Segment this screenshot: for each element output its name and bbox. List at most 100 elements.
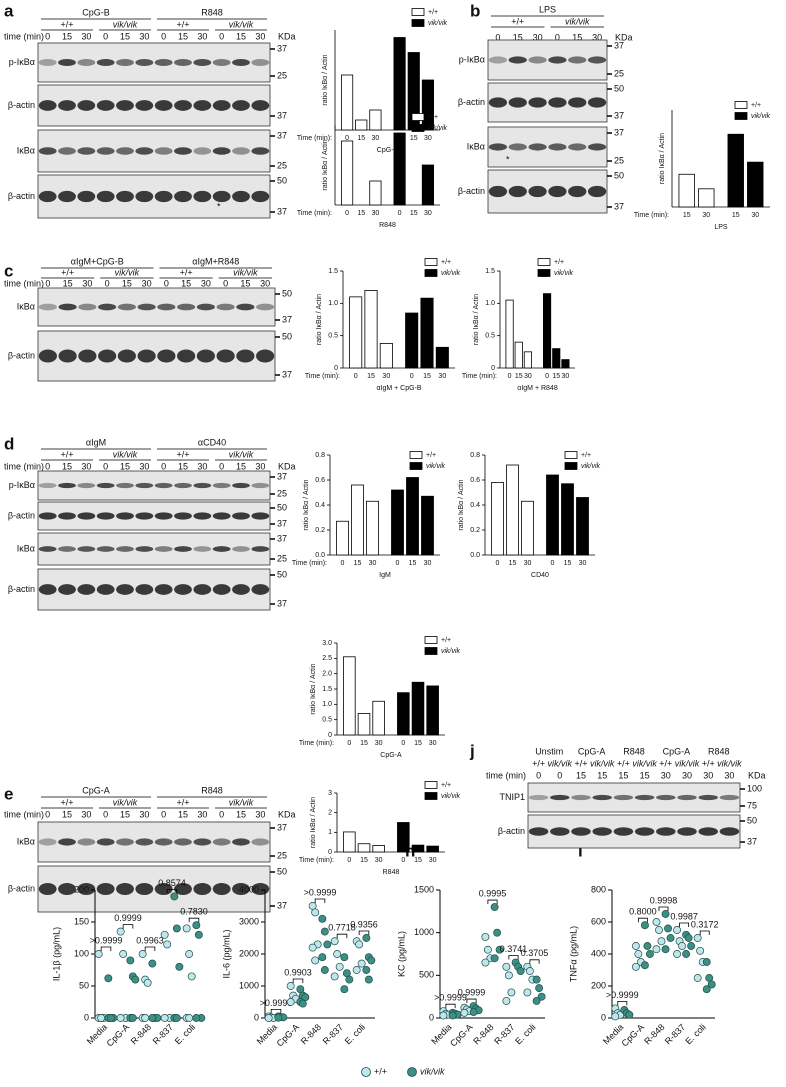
bar — [543, 293, 552, 369]
data-point — [687, 942, 696, 950]
x-tick-label: 0 — [401, 740, 405, 747]
lane-time: 30 — [81, 461, 91, 471]
bar — [349, 296, 363, 369]
band — [174, 58, 192, 67]
band — [548, 56, 567, 64]
significance-bracket — [100, 946, 112, 951]
band — [116, 100, 134, 111]
band — [137, 349, 156, 363]
x-tick-label: E. coli — [173, 1022, 197, 1046]
band — [38, 58, 57, 67]
band — [232, 546, 250, 552]
bar — [420, 297, 434, 369]
band — [154, 546, 173, 552]
data-point — [367, 956, 376, 965]
lane-time: 15 — [120, 461, 130, 471]
p-value: 0.9356 — [350, 919, 378, 929]
bar — [355, 119, 368, 131]
x-tick-label: 30 — [524, 560, 532, 567]
band — [212, 100, 231, 111]
band — [154, 482, 173, 489]
data-point — [481, 958, 490, 967]
legend-swatch — [424, 647, 438, 655]
band — [592, 794, 612, 801]
protein-label: β-actin — [458, 186, 485, 196]
bar — [523, 351, 532, 369]
band — [98, 349, 117, 363]
kda-marker: 25 — [277, 160, 287, 170]
band — [135, 512, 154, 520]
x-tick-label: 0 — [341, 560, 345, 567]
x-tick-label: 15 — [564, 560, 572, 567]
bar — [369, 180, 382, 206]
y-tick-label: 1.0 — [322, 701, 332, 708]
genotype-label: +/+ — [617, 758, 630, 768]
x-tick-label: R-837 — [492, 1022, 516, 1046]
data-point — [330, 972, 339, 981]
band — [587, 185, 607, 198]
lane-time: 0 — [161, 809, 166, 819]
data-point — [362, 934, 371, 942]
treatment-label: αIgM+R848 — [192, 256, 239, 266]
band — [212, 883, 231, 895]
y-tick-label: 1500 — [414, 884, 434, 894]
y-axis-title: KC (pg/mL) — [396, 931, 406, 977]
protein-label: β-actin — [458, 97, 485, 107]
band — [77, 584, 96, 595]
lane-time: 15 — [120, 31, 130, 41]
band — [157, 303, 176, 311]
band — [236, 349, 255, 363]
p-value: 0.9963 — [136, 935, 164, 945]
treatment-label: CpG-B — [82, 7, 110, 17]
band — [58, 584, 76, 595]
y-axis-title: ratio IκBα / Actin — [310, 663, 317, 714]
kda-marker: 37 — [277, 900, 287, 910]
protein-label: IκBα — [17, 836, 35, 846]
legend-label: +/+ — [428, 114, 438, 121]
band — [77, 190, 96, 203]
band — [77, 482, 96, 489]
data-point — [682, 950, 691, 958]
bar — [678, 173, 695, 208]
band — [193, 546, 212, 552]
legend-label: +/+ — [428, 9, 438, 16]
lane-time: 0 — [555, 32, 560, 42]
x-tick-label: 30 — [375, 857, 383, 864]
band — [38, 100, 57, 111]
data-point — [357, 959, 366, 968]
bar — [426, 685, 439, 736]
band — [96, 58, 115, 67]
y-tick-label: 150 — [74, 916, 89, 926]
panel-label: e — [4, 784, 13, 803]
data-point — [175, 962, 184, 971]
band — [232, 883, 250, 895]
band — [251, 482, 270, 489]
band — [116, 147, 134, 155]
legend-swatch — [411, 113, 425, 121]
band — [488, 97, 508, 108]
band — [135, 584, 154, 595]
band — [232, 584, 250, 595]
protein-label: p-IκBα — [9, 480, 35, 490]
legend-label: +/+ — [751, 102, 761, 109]
genotype-label: vik/vik — [717, 758, 742, 768]
legend-label: +/+ — [554, 259, 564, 266]
significance-bracket — [292, 978, 304, 983]
genotype-label: vik/vik — [565, 16, 590, 26]
kda-marker: 37 — [277, 598, 287, 608]
band — [38, 190, 57, 203]
band — [251, 147, 270, 155]
y-tick-label: 50 — [79, 980, 89, 990]
legend-swatch — [424, 636, 438, 644]
kda-marker: 37 — [614, 110, 624, 120]
y-tick-label: 2000 — [239, 948, 259, 958]
x-tick-label: 0 — [354, 373, 358, 380]
lane-time: 0 — [161, 461, 166, 471]
y-tick-label: 600 — [591, 916, 606, 926]
treatment-label: CpG-A — [578, 746, 606, 756]
x-tick-label: 30 — [524, 373, 532, 380]
data-point — [182, 924, 191, 933]
data-point — [323, 940, 332, 949]
band — [587, 143, 607, 151]
legend-swatch — [424, 258, 438, 266]
